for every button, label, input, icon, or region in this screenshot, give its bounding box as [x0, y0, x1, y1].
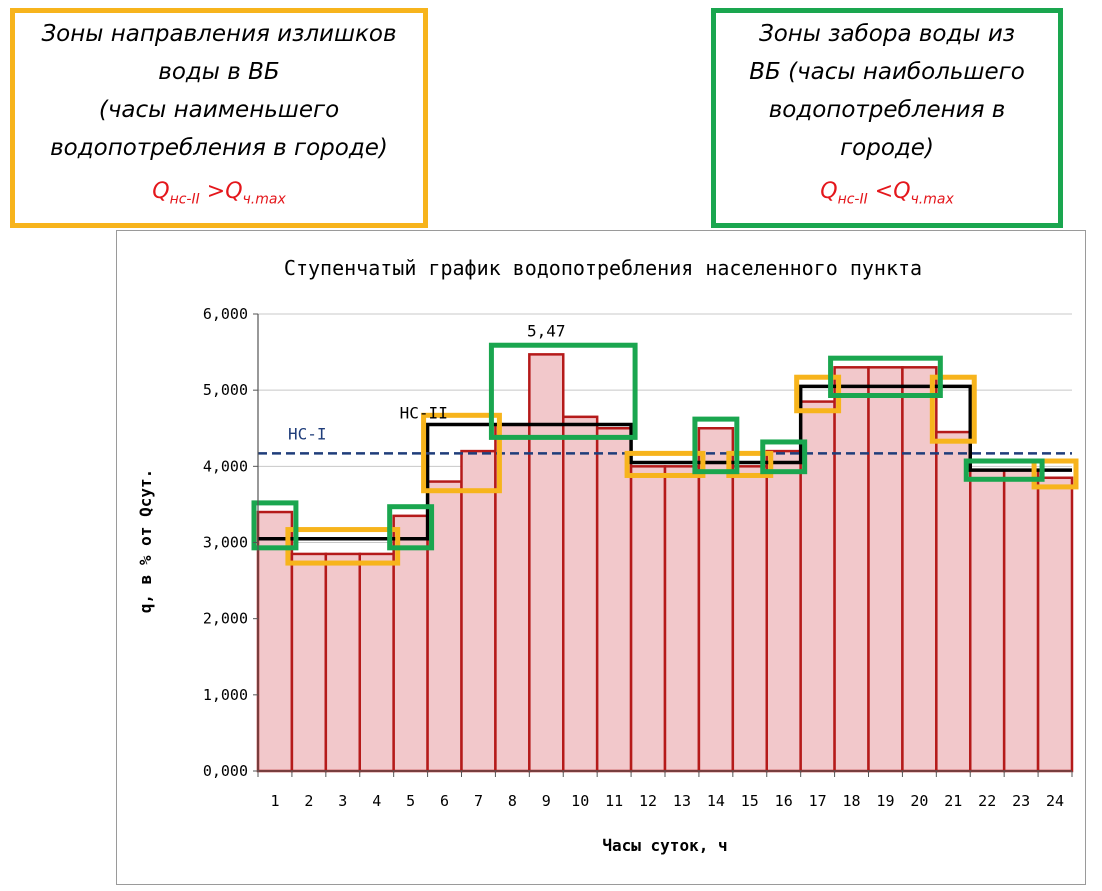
x-tick-label: 23 [1012, 792, 1030, 810]
x-tick-label: 2 [304, 792, 313, 810]
intake-zone-box [251, 500, 299, 551]
x-tick-label: 4 [372, 792, 381, 810]
x-tick-label: 13 [673, 792, 691, 810]
note-line: Зоны забора воды из [758, 21, 1016, 47]
bar [663, 465, 701, 773]
note-line: ВБ (часы наибольшего [749, 59, 1025, 85]
formula-q: Q [820, 179, 838, 204]
bar [629, 465, 667, 773]
formula-sub: нс-II [837, 191, 868, 208]
x-tick-label: 20 [910, 792, 928, 810]
axes [253, 313, 1073, 777]
x-tick-label: 24 [1046, 792, 1064, 810]
y-tick-label: 6,000 [203, 305, 248, 323]
formula-sub: ч.max [242, 191, 286, 208]
x-tick-label: 16 [775, 792, 793, 810]
y-tick-label: 3,000 [203, 534, 248, 552]
bar [697, 427, 735, 773]
bar [969, 468, 1006, 773]
y-tick-label: 1,000 [203, 686, 248, 704]
x-tick-label: 5 [406, 792, 415, 810]
x-tick-label: 3 [338, 792, 347, 810]
bar [528, 353, 565, 773]
x-axis-title: Часы суток, ч [602, 836, 727, 855]
bar [358, 552, 395, 773]
chart-title: Ступенчатый график водопотребления насел… [284, 256, 922, 280]
bar [595, 427, 633, 773]
bar [290, 552, 328, 773]
y-tick-label: 5,000 [203, 381, 248, 399]
water-consumption-chart: Ступенчатый график водопотребления насел… [136, 256, 1079, 855]
bar [833, 366, 870, 773]
formula-sub: нс-II [169, 191, 200, 208]
bar [731, 465, 768, 773]
x-tick-label: 21 [944, 792, 962, 810]
x-tick-label: 12 [639, 792, 657, 810]
formula-q: Q [225, 179, 243, 204]
zone-highlights [251, 342, 1079, 566]
intake-zone-box [488, 342, 638, 440]
surplus-zone-box [1031, 458, 1079, 490]
pump-stage-2-line [258, 384, 1072, 541]
formula-operator: > [199, 179, 226, 204]
bar [562, 415, 599, 773]
note-line: водопотребления в [768, 97, 1006, 123]
pump-stage-1-label: НС-I [288, 424, 327, 443]
y-tick-label: 2,000 [203, 610, 248, 628]
intake-zone-box [692, 416, 740, 475]
bar [324, 552, 361, 773]
bar [935, 430, 972, 773]
x-tick-label: 11 [605, 792, 623, 810]
intake-zones-note: Зоны забора воды из ВБ (часы наибольшего… [711, 8, 1063, 228]
surplus-zone-box [726, 450, 774, 478]
x-tick-label: 10 [571, 792, 589, 810]
peak-value-label: 5,47 [527, 321, 566, 340]
x-tick-label: 7 [474, 792, 483, 810]
y-tick-label: 0,000 [203, 762, 248, 780]
surplus-zone-box [929, 374, 977, 444]
intake-zone-box [963, 458, 1045, 482]
x-tick-label: 14 [707, 792, 725, 810]
intake-zone-box [760, 439, 808, 475]
x-tick-label: 22 [978, 792, 996, 810]
bar [1036, 476, 1074, 773]
bar [1002, 468, 1040, 773]
x-tick-label: 6 [440, 792, 449, 810]
note-line: городе) [840, 135, 934, 161]
formula-sub: ч.max [910, 191, 954, 208]
x-tick-label: 19 [876, 792, 894, 810]
surplus-zone-box [421, 412, 502, 494]
intake-zone-box [387, 504, 435, 551]
surplus-formula: Qнс-II >Qч.max [15, 179, 423, 212]
bar [765, 449, 802, 773]
bar [867, 366, 904, 773]
pump-stage-2-series [258, 384, 1072, 541]
x-tick-label: 15 [741, 792, 759, 810]
note-line: Зоны направления излишков [41, 21, 397, 47]
x-tick-label: 17 [809, 792, 827, 810]
chart-frame: Ступенчатый график водопотребления насел… [116, 230, 1086, 885]
surplus-zones-note: Зоны направления излишков воды в ВБ (час… [10, 8, 428, 228]
bar [460, 449, 497, 773]
formula-q: Q [152, 179, 170, 204]
x-tick-label: 9 [542, 792, 551, 810]
x-tick-label: 1 [270, 792, 279, 810]
formula-q: Q [893, 179, 911, 204]
bar-series [256, 353, 1074, 773]
x-tick-label: 18 [843, 792, 861, 810]
pump-stage-2-label: НС-II [400, 403, 448, 422]
x-tick-label: 8 [508, 792, 517, 810]
note-line: воды в ВБ [158, 59, 280, 85]
note-line: (часы наименьшего [98, 97, 340, 123]
y-tick-label: 4,000 [203, 457, 248, 475]
surplus-zone-box [624, 450, 706, 478]
formula-operator: < [867, 179, 894, 204]
y-axis-title: q, в % от Qсут. [136, 469, 155, 614]
intake-zone-box [828, 355, 943, 398]
note-line: водопотребления в городе) [50, 135, 388, 161]
intake-formula: Qнс-II <Qч.max [716, 179, 1058, 212]
